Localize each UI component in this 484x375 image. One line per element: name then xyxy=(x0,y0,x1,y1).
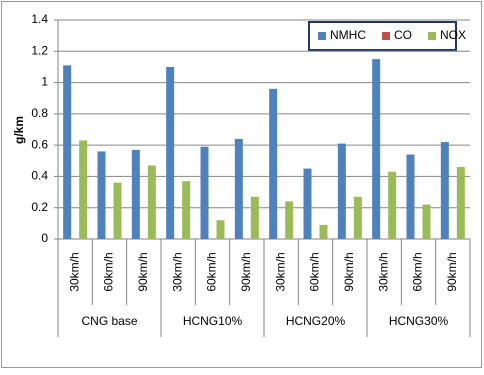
y-tick-label: 0.6 xyxy=(31,137,48,151)
bar xyxy=(250,196,259,239)
bar xyxy=(63,65,72,239)
bar xyxy=(131,149,140,239)
bar xyxy=(147,165,156,239)
y-tick-label: 1 xyxy=(41,75,48,89)
x-tick-label: 60km/h xyxy=(411,252,425,291)
y-tick-label: 0.4 xyxy=(31,169,48,183)
legend-swatch xyxy=(318,32,326,40)
bar xyxy=(200,146,209,239)
y-tick-label: 0 xyxy=(41,231,48,245)
bar xyxy=(216,220,225,239)
y-tick-label: 0.8 xyxy=(31,106,48,120)
bar xyxy=(319,224,328,239)
y-tick-label: 0.2 xyxy=(31,200,48,214)
legend-label: CO xyxy=(394,28,412,42)
x-tick-label: 90km/h xyxy=(342,252,356,291)
bar xyxy=(182,181,191,239)
bar xyxy=(406,154,415,239)
x-tick-label: 30km/h xyxy=(273,252,287,291)
x-tick-label: 60km/h xyxy=(308,252,322,291)
x-tick-label: 60km/h xyxy=(102,252,116,291)
bar xyxy=(440,142,449,239)
bar xyxy=(285,201,294,239)
x-tick-label: 30km/h xyxy=(170,252,184,291)
legend-swatch xyxy=(428,32,436,40)
x-tick-label: 90km/h xyxy=(136,252,150,291)
group-label: HCNG30% xyxy=(389,314,449,328)
legend-swatch xyxy=(382,32,390,40)
bar xyxy=(113,182,122,239)
group-label: CNG base xyxy=(81,314,137,328)
x-tick-label: 90km/h xyxy=(239,252,253,291)
bar xyxy=(372,59,381,239)
legend-label: NOX xyxy=(440,28,466,42)
x-tick-label: 90km/h xyxy=(445,252,459,291)
legend-label: NMHC xyxy=(330,28,366,42)
group-label: HCNG10% xyxy=(183,314,243,328)
bar xyxy=(353,196,362,239)
bar xyxy=(422,204,431,239)
x-tick-label: 30km/h xyxy=(376,252,390,291)
group-label: HCNG20% xyxy=(286,314,346,328)
bar xyxy=(234,138,243,239)
bar xyxy=(303,168,312,239)
x-tick-label: 60km/h xyxy=(205,252,219,291)
y-axis-label: g/km xyxy=(12,116,26,144)
x-tick-label: 30km/h xyxy=(67,252,81,291)
y-tick-label: 1.2 xyxy=(31,43,48,57)
bar xyxy=(456,167,465,239)
bar xyxy=(166,66,175,239)
bar xyxy=(388,171,397,239)
bar xyxy=(79,140,88,239)
y-tick-label: 1.4 xyxy=(31,12,48,26)
bar xyxy=(337,143,346,239)
bar xyxy=(269,88,278,239)
bar xyxy=(97,151,106,239)
